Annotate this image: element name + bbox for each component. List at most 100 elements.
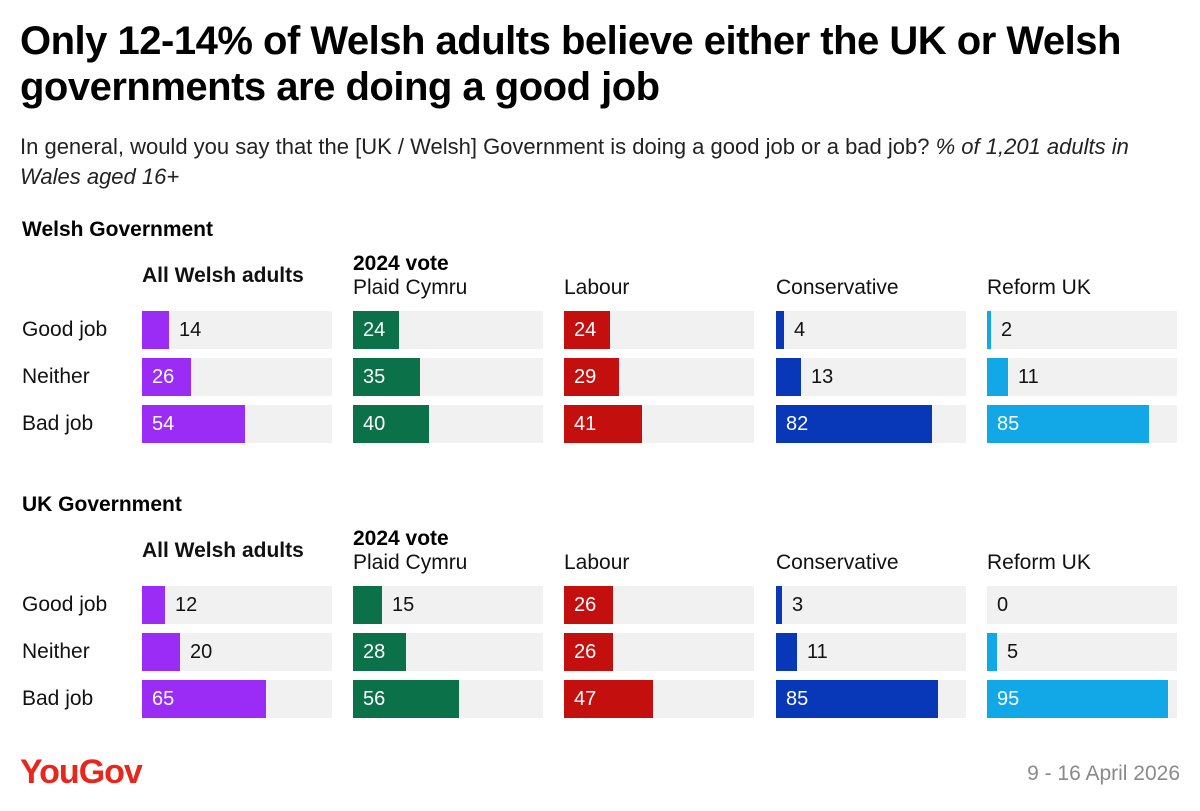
data-label: 85 xyxy=(997,413,1020,435)
bar-all-welsh-adults-bad-job xyxy=(142,405,245,443)
bar-plaid-cymru-good-job xyxy=(353,311,399,349)
bar-plaid-cymru-good-job xyxy=(353,586,382,624)
data-label: 54 xyxy=(152,413,175,435)
data-label: 14 xyxy=(179,319,202,341)
bar-track: 12 xyxy=(142,586,332,624)
data-label: 24 xyxy=(574,319,597,341)
data-label: 26 xyxy=(152,366,175,388)
bar-track: 24 xyxy=(353,311,543,349)
section-title: Welsh Government xyxy=(22,218,213,241)
data-label: 40 xyxy=(363,413,386,435)
bar-conservative-good-job xyxy=(776,586,782,624)
bar-all-welsh-adults-neither xyxy=(142,633,180,671)
data-label: 29 xyxy=(574,366,597,388)
subtitle-question: In general, would you say that the [UK /… xyxy=(20,134,930,159)
bar-plaid-cymru-neither xyxy=(353,633,406,671)
bar-labour-neither xyxy=(564,633,613,671)
bar-track: 40 xyxy=(353,405,543,443)
bar-track: 56 xyxy=(353,680,543,718)
row-label-neither: Neither xyxy=(22,640,90,663)
bar-plaid-cymru-neither xyxy=(353,358,420,396)
data-label: 41 xyxy=(574,413,597,435)
group-header-reform-uk: Reform UK xyxy=(987,276,1091,299)
bar-track: 5 xyxy=(987,633,1177,671)
row-label-bad-job: Bad job xyxy=(22,412,94,435)
bar-plaid-cymru-bad-job xyxy=(353,680,459,718)
chart-title: Only 12-14% of Welsh adults believe eith… xyxy=(20,19,1121,109)
bar-reform-uk-bad-job xyxy=(987,405,1149,443)
bar-track: 41 xyxy=(564,405,754,443)
bar-labour-good-job xyxy=(564,311,610,349)
row-label-good-job: Good job xyxy=(22,593,108,616)
bar-track: 29 xyxy=(564,358,754,396)
vote-label: 2024 vote xyxy=(353,252,449,275)
data-label: 12 xyxy=(175,594,198,616)
bar-track: 26 xyxy=(564,586,754,624)
section-title: UK Government xyxy=(22,493,182,516)
bar-track: 82 xyxy=(776,405,966,443)
bar-all-welsh-adults-neither xyxy=(142,358,191,396)
row-label-bad-job: Bad job xyxy=(22,687,94,710)
bar-conservative-good-job xyxy=(776,311,784,349)
data-label: 26 xyxy=(574,641,597,663)
data-label: 85 xyxy=(786,688,809,710)
bar-labour-bad-job xyxy=(564,405,642,443)
data-label: 56 xyxy=(363,688,386,710)
subtitle-note: % of 1,201 adults in Wales aged 16+ xyxy=(20,134,1129,189)
data-label: 95 xyxy=(997,688,1020,710)
bar-track: 28 xyxy=(353,633,543,671)
data-label: 4 xyxy=(794,319,806,341)
bar-plaid-cymru-bad-job xyxy=(353,405,429,443)
group-header-plaid-cymru: Plaid Cymru xyxy=(353,276,468,299)
bar-track: 15 xyxy=(353,586,543,624)
bar-track: 35 xyxy=(353,358,543,396)
group-header-labour: Labour xyxy=(564,551,630,574)
data-label: 26 xyxy=(574,594,597,616)
row-label-good-job: Good job xyxy=(22,318,108,341)
bar-reform-uk-neither xyxy=(987,633,997,671)
bar-conservative-bad-job xyxy=(776,405,932,443)
data-label: 11 xyxy=(1018,366,1039,388)
bar-track: 24 xyxy=(564,311,754,349)
bar-track: 11 xyxy=(776,633,966,671)
data-label: 15 xyxy=(392,594,415,616)
vote-label: 2024 vote xyxy=(353,527,449,550)
bar-conservative-bad-job xyxy=(776,680,938,718)
chart-subtitle: In general, would you say that the [UK /… xyxy=(20,132,1180,192)
data-label: 82 xyxy=(786,413,809,435)
bar-conservative-neither xyxy=(776,633,797,671)
data-label: 3 xyxy=(792,594,804,616)
data-label: 13 xyxy=(811,366,834,388)
bar-labour-bad-job xyxy=(564,680,653,718)
data-label: 11 xyxy=(807,641,828,663)
group-header-conservative: Conservative xyxy=(776,276,899,299)
bar-track: 47 xyxy=(564,680,754,718)
bar-track: 20 xyxy=(142,633,332,671)
bar-track: 85 xyxy=(776,680,966,718)
bar-track: 26 xyxy=(564,633,754,671)
data-label: 0 xyxy=(997,594,1009,616)
bar-reform-uk-neither xyxy=(987,358,1008,396)
data-label: 28 xyxy=(363,641,386,663)
data-label: 35 xyxy=(363,366,386,388)
bar-reform-uk-good-job xyxy=(987,311,991,349)
group-header-conservative: Conservative xyxy=(776,551,899,574)
data-label: 47 xyxy=(574,688,597,710)
group-header-all-welsh-adults: All Welsh adults xyxy=(142,539,304,562)
bar-track: 11 xyxy=(987,358,1177,396)
bar-track: 65 xyxy=(142,680,332,718)
data-label: 20 xyxy=(190,641,213,663)
bar-all-welsh-adults-good-job xyxy=(142,311,169,349)
bar-track: 54 xyxy=(142,405,332,443)
bar-track: 13 xyxy=(776,358,966,396)
bar-track: 0 xyxy=(987,586,1177,624)
row-label-neither: Neither xyxy=(22,365,90,388)
bar-track: 95 xyxy=(987,680,1177,718)
bar-track: 2 xyxy=(987,311,1177,349)
data-label: 5 xyxy=(1007,641,1019,663)
yougov-logo: YouGov xyxy=(20,753,143,791)
data-label: 2 xyxy=(1001,319,1013,341)
bar-labour-good-job xyxy=(564,586,613,624)
bar-track: 3 xyxy=(776,586,966,624)
bar-reform-uk-bad-job xyxy=(987,680,1168,718)
